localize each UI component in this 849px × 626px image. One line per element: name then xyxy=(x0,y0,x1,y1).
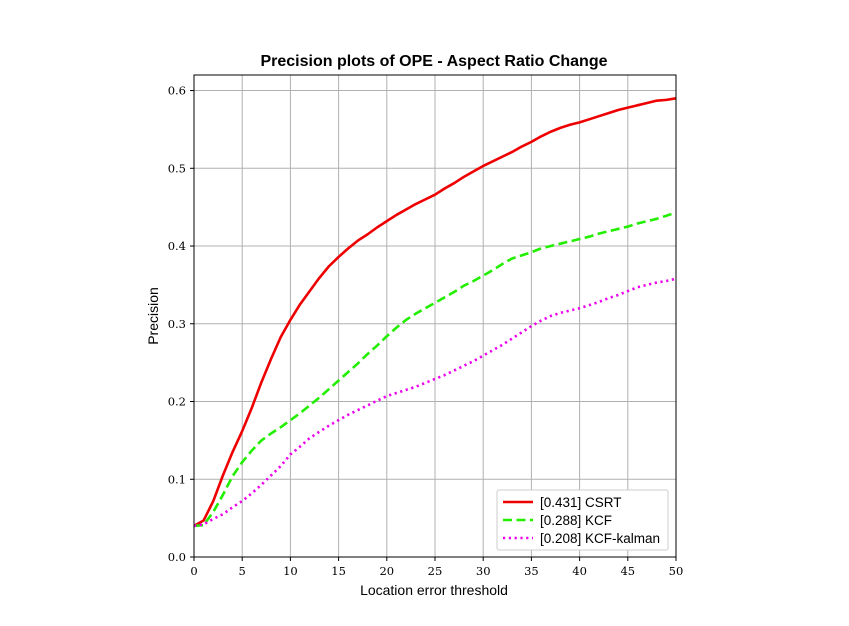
x-tick-label: 25 xyxy=(428,564,443,578)
y-tick-label: 0.6 xyxy=(168,84,186,98)
x-tick-label: 15 xyxy=(331,564,346,578)
grid-lines xyxy=(193,75,677,558)
axis-ticks: 0 5 10 15 20 25 30 35 40 45 50 0.0 0.1 0.2 0.3 0.4 0.5 0.… xyxy=(168,84,684,578)
y-tick-label: 0.3 xyxy=(168,317,186,331)
y-tick-label: 0.4 xyxy=(168,239,186,253)
x-tick-label: 20 xyxy=(379,564,394,578)
y-tick-label: 0.5 xyxy=(168,161,186,175)
series-lines xyxy=(193,97,677,528)
y-tick-label: 0.1 xyxy=(168,472,186,486)
legend-label: [0.208] KCF-kalman xyxy=(540,531,660,546)
x-tick-label: 30 xyxy=(476,564,491,578)
series-line-2 xyxy=(193,277,677,528)
x-tick-label: 0 xyxy=(190,564,197,578)
x-tick-label: 5 xyxy=(239,564,246,578)
x-tick-label: 10 xyxy=(283,564,298,578)
legend: [0.431] CSRT [0.288] KCF [0.208] KCF-kalma… xyxy=(496,489,669,551)
x-tick-label: 35 xyxy=(524,564,539,578)
x-tick-label: 50 xyxy=(669,564,684,578)
y-tick-label: 0.0 xyxy=(168,550,186,564)
x-axis-label: Location error threshold xyxy=(360,582,508,598)
legend-label: [0.431] CSRT xyxy=(540,495,622,510)
y-tick-label: 0.2 xyxy=(168,395,186,409)
y-axis-label: Precision xyxy=(145,287,161,345)
x-tick-label: 45 xyxy=(620,564,635,578)
legend-box xyxy=(496,489,669,551)
chart-title: Precision plots of OPE - Aspect Ratio Ch… xyxy=(260,53,607,70)
x-tick-label: 40 xyxy=(572,564,587,578)
series-line-0 xyxy=(193,97,677,528)
legend-label: [0.288] KCF xyxy=(540,513,612,528)
series-line-1 xyxy=(193,211,677,528)
